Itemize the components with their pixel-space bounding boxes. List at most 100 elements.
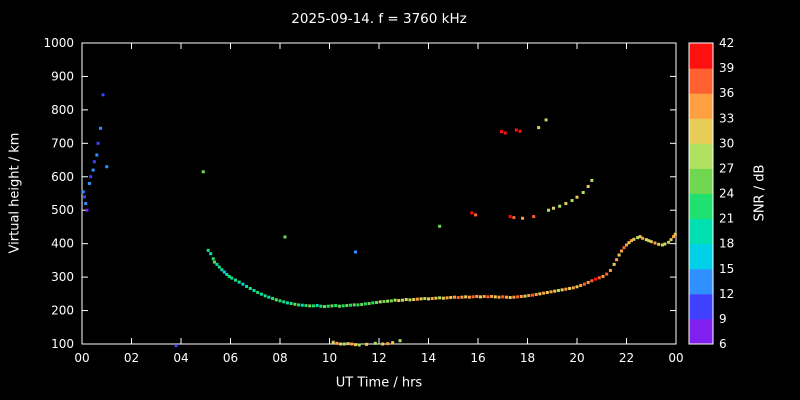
data-point <box>341 304 345 308</box>
data-point <box>92 160 96 164</box>
data-point <box>486 295 490 299</box>
data-point <box>96 141 100 145</box>
data-point <box>530 293 534 297</box>
data-point <box>568 286 572 290</box>
x-tick-label: 00 <box>668 351 683 365</box>
x-tick-label: 12 <box>371 351 386 365</box>
data-point <box>105 165 109 169</box>
data-point <box>514 128 518 132</box>
data-point <box>493 295 497 299</box>
data-point <box>657 242 661 246</box>
data-point <box>653 241 657 245</box>
data-point <box>353 250 357 254</box>
y-tick-label: 900 <box>51 69 74 83</box>
data-point <box>581 190 585 194</box>
data-point <box>527 294 531 298</box>
colorbar-segment <box>689 68 713 94</box>
x-tick-label: 06 <box>223 351 238 365</box>
data-point <box>342 342 346 346</box>
x-tick-label: 08 <box>272 351 287 365</box>
colorbar-tick-label: 15 <box>719 262 734 276</box>
data-point <box>285 301 289 305</box>
data-point <box>245 284 249 288</box>
data-point <box>441 296 445 300</box>
data-point <box>230 276 234 280</box>
data-point <box>323 305 327 309</box>
data-point <box>647 239 651 243</box>
data-point <box>470 211 474 215</box>
colorbar-frame <box>688 42 714 345</box>
data-point <box>308 304 312 308</box>
colorbar-segment <box>689 93 713 119</box>
data-point <box>350 342 354 346</box>
y-tick-label: 500 <box>51 203 74 217</box>
colorbar-tick-label: 42 <box>719 36 734 50</box>
data-point <box>519 295 523 299</box>
x-tick-label: 16 <box>470 351 485 365</box>
data-point <box>211 257 215 261</box>
colorbar-segment <box>689 318 713 345</box>
colorbar-segment <box>689 143 713 169</box>
data-point <box>89 175 93 179</box>
colorbar-tick-label: 33 <box>719 111 734 125</box>
data-point <box>608 268 612 272</box>
colorbar-segment <box>689 168 713 194</box>
data-point <box>620 249 624 253</box>
data-point <box>553 289 557 293</box>
data-point <box>215 262 219 266</box>
data-point <box>617 253 621 257</box>
data-point <box>503 131 507 135</box>
data-point <box>174 344 178 348</box>
data-point <box>597 276 601 280</box>
data-point <box>408 298 412 302</box>
data-point <box>478 295 482 299</box>
data-point <box>663 242 667 246</box>
data-point <box>345 304 349 308</box>
plot-frame <box>81 42 677 345</box>
data-point <box>304 304 308 308</box>
data-point <box>560 288 564 292</box>
data-point <box>378 300 382 304</box>
data-point <box>672 235 676 239</box>
data-point <box>636 236 640 240</box>
data-point <box>293 302 297 306</box>
data-point <box>542 291 546 295</box>
colorbar-tick-label: 6 <box>719 337 727 351</box>
data-point <box>84 202 88 206</box>
data-point <box>331 340 335 344</box>
data-point <box>263 294 267 298</box>
data-point <box>534 293 538 297</box>
data-point <box>300 303 304 307</box>
data-point <box>438 224 442 228</box>
data-point <box>397 299 401 303</box>
data-point <box>212 260 216 264</box>
data-point <box>267 295 271 299</box>
data-point <box>382 300 386 304</box>
colorbar-segment <box>689 268 713 295</box>
data-point <box>373 341 377 345</box>
data-point <box>594 277 598 281</box>
data-point <box>601 274 605 278</box>
data-point <box>564 202 568 206</box>
data-point <box>500 130 504 134</box>
data-point <box>544 118 548 122</box>
data-point <box>85 208 89 212</box>
data-point <box>449 296 453 300</box>
data-point <box>669 238 673 242</box>
data-point <box>586 184 590 188</box>
data-point <box>82 195 86 199</box>
data-point <box>532 215 536 219</box>
data-point <box>339 342 343 346</box>
colorbar-tick-label: 9 <box>719 312 727 326</box>
data-point <box>456 296 460 300</box>
data-point <box>464 295 468 299</box>
data-point <box>274 298 278 302</box>
data-point <box>579 283 583 287</box>
x-tick-label: 20 <box>569 351 584 365</box>
chart-title: 2025-09-14. f = 3760 kHz <box>291 11 467 27</box>
data-point <box>256 290 260 294</box>
x-tick-label: 18 <box>520 351 535 365</box>
colorbar-tick-label: 39 <box>719 61 734 75</box>
data-point <box>91 168 95 172</box>
